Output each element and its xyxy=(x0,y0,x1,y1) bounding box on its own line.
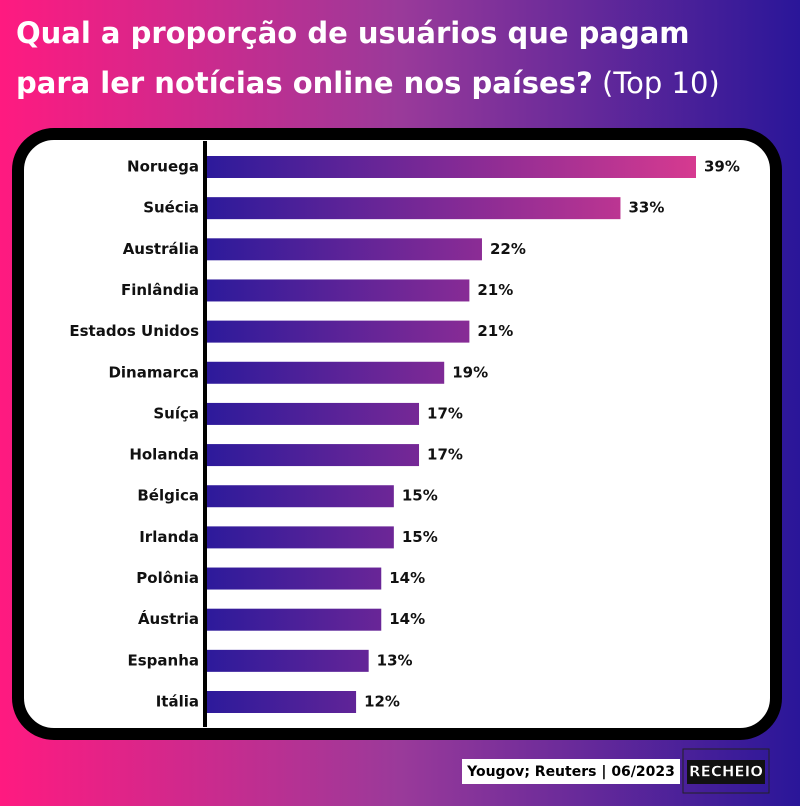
bar xyxy=(207,608,382,631)
bar xyxy=(207,485,394,508)
bar xyxy=(207,444,420,467)
value-label: 39% xyxy=(704,158,740,176)
chart-title: Qual a proporção de usuários que pagam xyxy=(16,16,690,50)
bar xyxy=(207,526,394,549)
category-label: Suécia xyxy=(143,199,199,217)
bar xyxy=(207,238,482,261)
value-label: 13% xyxy=(377,651,413,669)
category-label: Finlândia xyxy=(121,281,199,299)
category-label: Áustria xyxy=(138,609,199,628)
category-label: Irlanda xyxy=(139,528,199,546)
brand-box xyxy=(687,760,765,784)
bar xyxy=(207,320,470,343)
value-label: 21% xyxy=(477,322,513,340)
value-label: 22% xyxy=(490,240,526,258)
brand: RECHEIO xyxy=(689,763,763,781)
category-label: Austrália xyxy=(123,240,199,258)
title-note: (Top 10) xyxy=(602,66,720,100)
chart-title: para ler notícias online nos países? (To… xyxy=(16,66,720,100)
bar xyxy=(207,691,357,713)
value-label: 12% xyxy=(364,693,400,711)
category-label: Itália xyxy=(156,693,199,711)
bar xyxy=(207,402,420,425)
category-label: Holanda xyxy=(129,446,199,464)
chart-title-line: para ler notícias online nos países? xyxy=(16,66,593,100)
bar xyxy=(207,197,621,220)
value-label: 14% xyxy=(389,610,425,628)
value-label: 15% xyxy=(402,487,438,505)
value-label: 17% xyxy=(427,446,463,464)
category-label: Noruega xyxy=(127,158,199,176)
bar xyxy=(207,361,445,384)
category-label: Polônia xyxy=(136,569,199,587)
source: Yougov; Reuters | 06/2023 xyxy=(466,764,675,780)
value-label: 19% xyxy=(452,363,488,381)
category-label: Estados Unidos xyxy=(69,322,199,340)
value-label: 14% xyxy=(389,569,425,587)
category-label: Bélgica xyxy=(137,487,199,505)
bar xyxy=(207,567,382,590)
bar xyxy=(207,279,470,302)
category-label: Espanha xyxy=(127,651,199,669)
value-label: 21% xyxy=(477,281,513,299)
value-label: 15% xyxy=(402,528,438,546)
panel xyxy=(12,128,782,740)
category-label: Suíça xyxy=(153,404,199,422)
value-label: 17% xyxy=(427,404,463,422)
bar xyxy=(207,156,696,178)
value-label: 33% xyxy=(628,199,664,217)
brand-frame xyxy=(682,748,770,794)
bar xyxy=(207,649,369,672)
source-box xyxy=(462,759,680,784)
category-label: Dinamarca xyxy=(108,363,199,381)
